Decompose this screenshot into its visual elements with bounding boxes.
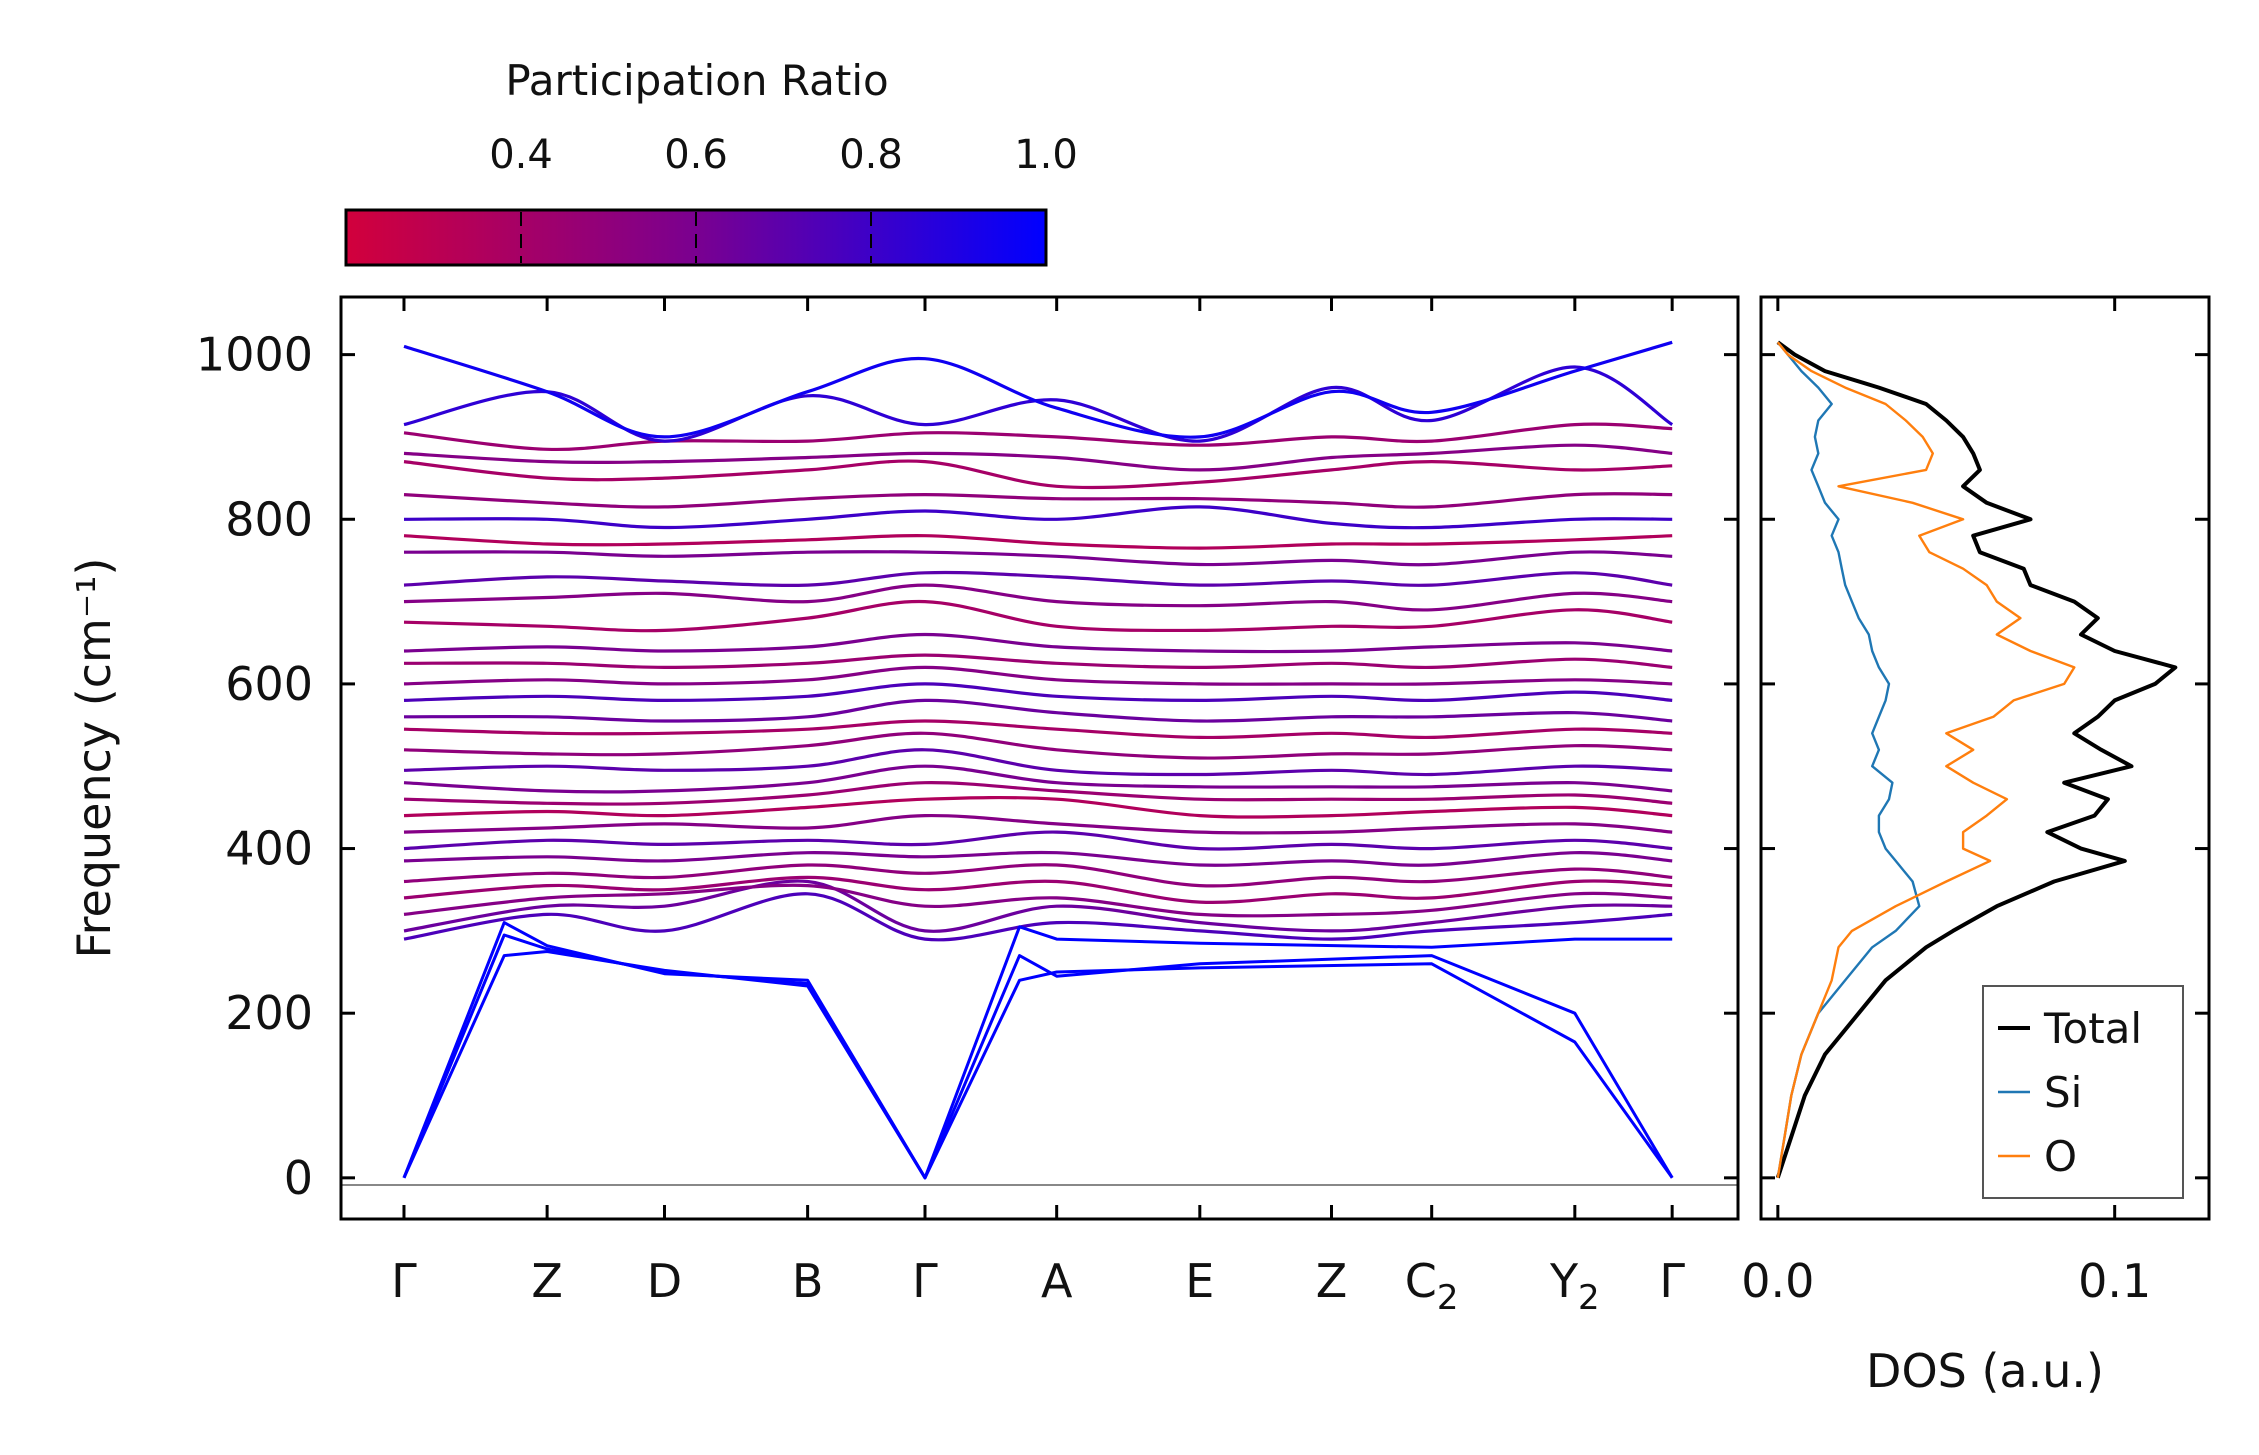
high-symmetry-label: Y2 (1549, 1254, 1600, 1318)
band-y-tick-label: 600 (225, 657, 313, 711)
band-x-ticks: Γ Z D B Γ A E Z C2 Y2 Γ (391, 297, 1685, 1318)
dos-legend: Total Si O (1982, 985, 2184, 1199)
high-symmetry-label: E (1185, 1254, 1214, 1308)
optical-branch (403, 340, 1673, 439)
dos-x-tick-label: 0.0 (1741, 1254, 1814, 1308)
colorbar-ticks: 0.4 0.6 0.8 1.0 (489, 132, 1078, 263)
high-symmetry-label: Z (1316, 1254, 1348, 1308)
dos-series-si (1776, 341, 1921, 1178)
acoustic-branch (402, 933, 1674, 1180)
optical-branch (403, 719, 1673, 740)
optical-branch (403, 850, 1673, 867)
high-symmetry-label: Γ (1659, 1254, 1685, 1308)
legend-label: Total (2043, 1004, 2142, 1053)
optical-branch (403, 731, 1673, 760)
optical-branch (403, 764, 1673, 794)
band-structure-panel: 0 200 400 600 800 1000 Γ Z D B Γ A E Z C2 Y2 Γ Frequenc… (67, 295, 1740, 1318)
dos-lines (1775, 340, 2178, 1179)
legend-label: O (2044, 1132, 2077, 1181)
band-y-ticks: 0 200 400 600 800 1000 (196, 328, 1738, 1205)
optical-branch (403, 813, 1673, 835)
band-y-tick-label: 400 (225, 822, 313, 876)
optical-branch (403, 879, 1673, 933)
optical-branch (403, 830, 1673, 851)
optical-branch (403, 795, 1673, 819)
dos-x-ticks: 0.0 0.1 (1741, 297, 2151, 1308)
band-y-tick-label: 1000 (196, 328, 313, 382)
colorbar-tick-label: 0.4 (489, 132, 553, 178)
dos-y-ticks (1761, 353, 2209, 1180)
high-symmetry-label: D (647, 1254, 682, 1308)
optical-branch (403, 632, 1673, 654)
colorbar: Participation Ratio 0.4 0.6 0.8 1.0 (344, 56, 1078, 267)
optical-branch (403, 583, 1673, 612)
dos-series-total (1775, 340, 2178, 1179)
dos-x-axis-label: DOS (a.u.) (1866, 1344, 2104, 1398)
optical-branch (403, 875, 1673, 904)
optical-branch (403, 665, 1673, 686)
high-symmetry-label: B (792, 1254, 824, 1308)
optical-branch (403, 534, 1673, 550)
colorbar-tick-label: 0.6 (664, 132, 728, 178)
band-y-tick-label: 200 (225, 986, 313, 1040)
dos-series-o (1776, 341, 2076, 1178)
colorbar-tick-label: 0.8 (839, 132, 903, 178)
optical-branch (403, 781, 1673, 806)
dos-x-tick-label: 0.1 (2078, 1254, 2151, 1308)
optical-branch (403, 422, 1673, 452)
optical-branch (403, 863, 1673, 888)
optical-branch (403, 505, 1673, 530)
legend-label: Si (2044, 1068, 2082, 1117)
colorbar-tick-label: 1.0 (1014, 132, 1078, 178)
optical-branch (403, 365, 1674, 443)
optical-branch (403, 570, 1673, 587)
band-y-tick-label: 0 (284, 1151, 313, 1205)
high-symmetry-label: Z (531, 1254, 563, 1308)
optical-branch (403, 698, 1673, 723)
band-y-tick-label: 800 (225, 492, 313, 546)
high-symmetry-label: A (1041, 1254, 1073, 1308)
band-y-axis-label: Frequency (cm⁻¹) (67, 558, 121, 959)
optical-branch (403, 748, 1673, 777)
band-axes-frame (339, 295, 1740, 1221)
band-lines (402, 340, 1674, 1180)
dos-panel: 0.0 0.1 DOS (a.u.) Total Si O (1741, 295, 2211, 1398)
high-symmetry-label: C2 (1405, 1254, 1459, 1318)
colorbar-label: Participation Ratio (505, 56, 888, 105)
optical-branch (403, 459, 1673, 490)
high-symmetry-label: Γ (912, 1254, 938, 1308)
optical-branch (403, 653, 1673, 670)
optical-branch (403, 892, 1673, 942)
optical-branch (403, 492, 1673, 509)
optical-branch (403, 883, 1673, 918)
acoustic-branch (402, 921, 1673, 1180)
optical-branch (403, 599, 1673, 633)
optical-branch (403, 682, 1673, 703)
acoustic-branch (402, 950, 1674, 1180)
dos-axes-frame (1759, 295, 2211, 1221)
high-symmetry-label: Γ (391, 1254, 417, 1308)
optical-branch (403, 443, 1673, 472)
optical-branch (403, 550, 1673, 567)
